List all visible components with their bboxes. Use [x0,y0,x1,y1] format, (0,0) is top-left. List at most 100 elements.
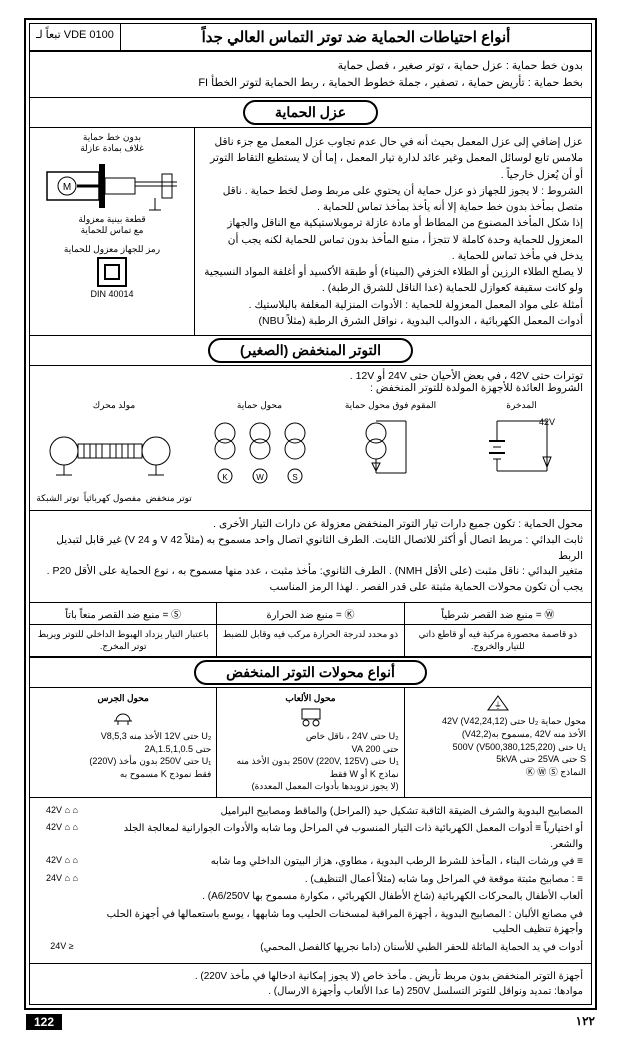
trans-line: U₁ حتى 250V بدون مأخذ (220V) [35,755,211,768]
fig-label: المقوم فوق محول حماية [325,400,456,411]
iso-para: أدوات المعمل الكهربائية ، الدوالب البدوي… [203,313,583,329]
trans-line: U₁ حتى 250V (220V, 125V) بدون الأخذ منه [222,755,398,768]
footer-line: أجهزة التوتر المنخفض بدون مربط تأريض . م… [38,969,583,984]
fig-sublabel: مفصول كهربائياً [84,493,141,504]
din-caption: رمز للجهاز معزول للحماية [34,244,190,255]
trans-col: محول الجرس U₂ حتى 12V الأخذ منه V8,5,3 ح… [30,688,216,797]
din-code: DIN 40014 [34,289,190,299]
key-cell: Ⓚ = منبع ضد الحرارة [216,603,403,624]
lamp-text: أدوات في يد الحماية الماثلة للحفر الطبي … [92,940,583,956]
trans-line: S حتى 25VA حتى 5kVA [410,753,586,766]
iso-para: الشروط : لا يجوز للجهاز ذو عزل حماية أن … [203,183,583,216]
key-desc: ذو محدد لدرجة الحرارة مركب فيه وقابل للض… [216,625,403,656]
transformer-fig: K W S [195,411,325,491]
lamp-text: ألعاب الأطفال بالمحركات الكهربائية (شاخ … [92,889,583,905]
key-cell: Ⓦ = منبع ضد القصر شرطياً [404,603,591,624]
iso-para: عزل إضافي إلى عزل المعمل بحيث أنه في حال… [203,134,583,183]
trans-head: محول الألعاب [222,692,398,705]
fig-label: قطعة بينية معزولة [34,214,190,225]
trans-col: ⏚ محول حماية U₂ حتى 42V (V42,24,12) الأخ… [404,688,591,797]
fig-sublabel: توتر الشبكة [36,493,79,504]
trans-line: الأخذ منه 42V ,مسموح به(V42,2) [410,728,586,741]
fig-label: المدخرة [456,400,587,411]
lamp-sym: ⌂ ⌂ 42V [38,854,86,868]
fig-label: مولد محرك [34,400,194,411]
lamp-text: المصابيح البدوية والشرف الضيقة الثاقبة ت… [92,804,583,820]
section-head-lv: التوتر المنخفض (الصغير) [30,336,591,366]
section-title: عزل الحماية [243,100,378,125]
key-desc: باعتبار التيار يزداد الهبوط الداخلي للتو… [30,625,216,656]
key-row2: ذو قاصمة محصورة مركبة فيه أو قاطع ذاتي ل… [30,625,591,657]
trans-head: محول الجرس [35,692,211,705]
motor-diagram: M [37,154,187,214]
key-row: Ⓦ = منبع ضد القصر شرطياً Ⓚ = منبع ضد الح… [30,603,591,625]
trans-line: U₁ حتى 500V (V500,380,125,220) [410,741,586,754]
section-head-trans: أنواع محولات التوتر المنخفض [30,658,591,688]
section-head-iso: عزل الحماية [30,98,591,128]
svg-text:W: W [256,473,264,482]
lamp-text: ≡ : مصابيح مثبتة موقعة في المراحل وما شا… [92,872,583,888]
page-title: أنواع احتياطات الحماية ضد توتر التماس ال… [121,24,591,50]
page-numbers: ١٢٢ 122 [24,1010,597,1030]
iso-para: أمثلة على مواد المعمل المعزولة للحماية :… [203,297,583,313]
motor-gen-fig [34,411,194,491]
trans-line: U₂ حتى 12V الأخذ منه V8,5,3 [35,730,211,743]
lamps-block: المصابيح البدوية والشرف الضيقة الثاقبة ت… [30,798,591,965]
trans-line: U₂ حتى 24V ، ناقل خاص [222,730,398,743]
intro-block: بدون خط حماية : عزل حماية ، توتر صغير ، … [30,52,591,98]
lamp-text: في مصانع الألبان : المصابيح البدوية ، أج… [92,907,583,938]
trans-line: حتى 200 VA [222,743,398,756]
bell-icon [108,705,138,727]
fig-label: مع تماس للحماية [34,225,190,236]
svg-text:M: M [63,182,71,193]
lamp-text: أو اختيارياً ≡ أدوات المعمل الكهربائية ذ… [92,821,583,852]
fig-sublabel: توتر منخفض [146,493,192,504]
fig-label: محول حماية [194,400,325,411]
lv-notes: محول الحماية : تكون جميع دارات تيار التو… [30,511,591,603]
intro-line: بخط حماية : تأريض حماية ، تصفير ، جملة خ… [38,75,583,92]
fig-label: غلاف بمادة عازلة [34,143,190,154]
lv-intro: توترات حتى 42V ، في بعض الأحيان حتى 24V … [30,366,591,398]
din-symbol [95,255,129,289]
page-num-en: 122 [26,1014,62,1030]
trans-line: النماذج Ⓚ Ⓦ Ⓢ [410,766,586,779]
trans-line: حتى 2A,1.5,1,0.5 [35,743,211,756]
lv-line: توترات حتى 42V ، في بعض الأحيان حتى 24V … [38,370,583,382]
lamp-sym: ⌂ ⌂ 24V [38,872,86,886]
lv-note: ثابت البدائي : مربط اتصال أو أكثر للاتصا… [38,533,583,565]
key-desc: ذو قاصمة محصورة مركبة فيه أو قاطع ذاتي ل… [404,625,591,656]
toy-icon [296,705,326,727]
page-num-ar: ١٢٢ [576,1014,595,1030]
svg-text:S: S [292,473,297,482]
trans-line: نماذج K أو W فقط [222,768,398,781]
fig-label: بدون خط حماية [34,132,190,143]
lamp-sym: ≤ 24V [38,940,86,954]
trans-col: محول الألعاب U₂ حتى 24V ، ناقل خاص حتى 2… [216,688,403,797]
lv-note: متغير البدائي : ناقل مثبت (على الأقل NMH… [38,564,583,580]
lv-note: محول الحماية : تكون جميع دارات تيار التو… [38,517,583,533]
footer-block: أجهزة التوتر المنخفض بدون مربط تأريض . م… [30,964,591,1004]
lamp-sym: ⌂ ⌂ 42V [38,804,86,818]
intro-line: بدون خط حماية : عزل حماية ، توتر صغير ، … [38,58,583,75]
trans-icon: ⏚ [483,692,513,712]
svg-text:K: K [222,473,228,482]
iso-text: عزل إضافي إلى عزل المعمل بحيث أنه في حال… [195,128,591,335]
rectifier-fig [346,411,436,481]
trans-line: فقط نموذج K مسموح به [35,768,211,781]
battery-fig: 42V [477,411,567,481]
lv-line: الشروط العائدة للأجهزة المولدة للتوتر ال… [38,382,583,394]
page-ref: تبعاً لـ VDE 0100 [30,24,121,50]
lamp-sym: ⌂ ⌂ 42V [38,821,86,835]
iso-para: لا يصلح الطلاء الرزين أو الطلاء الخزفي (… [203,264,583,297]
iso-figure: بدون خط حماية غلاف بمادة عازلة M [30,128,195,335]
iso-para: إذا شكل المأخذ المصنوع من المطاط أو مادة… [203,215,583,264]
trans-line: (لا يجوز تزويدها بأدوات المعمل المعددة) [222,780,398,793]
footer-line: موادها: تمديد ونواقل للتوتر التسلسل 250V… [38,984,583,999]
svg-text:⏚: ⏚ [494,701,502,710]
lv-note: يجب أن تكون محولات الحماية مثبتة على قدر… [38,580,583,596]
svg-text:42V: 42V [538,417,554,427]
key-cell: Ⓢ = منبع ضد القصر منعاً باتاً [30,603,216,624]
section-title: أنواع محولات التوتر المنخفض [194,660,427,685]
section-title: التوتر المنخفض (الصغير) [208,338,413,363]
lamp-text: ≡ في ورشات البناء ، المأخذ للشرط الرطب ا… [92,854,583,870]
